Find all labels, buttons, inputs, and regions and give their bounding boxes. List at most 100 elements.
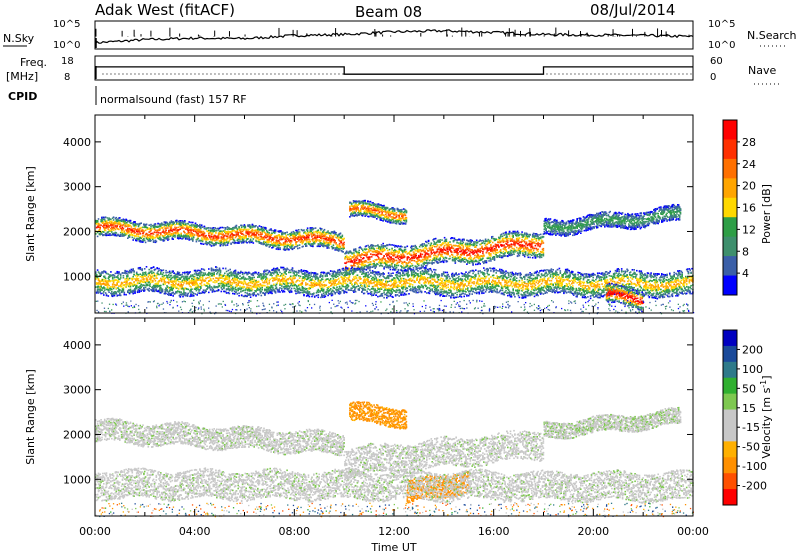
- heatmap-cell: [104, 287, 106, 289]
- heatmap-cell: [420, 249, 422, 251]
- heatmap-cell: [183, 227, 185, 229]
- heatmap-cell: [512, 238, 514, 240]
- heatmap-cell: [374, 261, 376, 263]
- heatmap-cell: [491, 238, 493, 240]
- heatmap-cell: [215, 232, 217, 234]
- heatmap-cell: [282, 233, 284, 235]
- heatmap-cell: [496, 249, 498, 251]
- heatmap-cell: [115, 229, 117, 231]
- heatmap-cell: [397, 251, 399, 253]
- heatmap-cell: [525, 237, 527, 239]
- heatmap-cell: [446, 239, 448, 241]
- heatmap-cell: [423, 263, 425, 265]
- heatmap-cell: [210, 239, 212, 241]
- heatmap-cell: [209, 235, 211, 237]
- heatmap-cell: [202, 239, 204, 241]
- heatmap-cell: [453, 256, 455, 258]
- heatmap-cell: [398, 257, 400, 259]
- heatmap-cell: [531, 244, 533, 246]
- heatmap-cell: [455, 256, 457, 258]
- heatmap-cell: [386, 248, 388, 250]
- heatmap-cell: [488, 247, 490, 249]
- heatmap-cell: [185, 224, 187, 226]
- heatmap-cell: [366, 248, 368, 250]
- heatmap-cell: [193, 230, 195, 232]
- heatmap-cell: [103, 221, 105, 223]
- heatmap-cell: [508, 251, 510, 253]
- heatmap-cell: [291, 232, 293, 234]
- heatmap-cell: [537, 236, 539, 238]
- heatmap-cell: [238, 241, 240, 243]
- heatmap-cell: [386, 264, 388, 266]
- heatmap-cell: [229, 239, 231, 241]
- heatmap-cell: [100, 286, 102, 288]
- heatmap-cell: [523, 248, 525, 250]
- heatmap-cell: [242, 236, 244, 238]
- heatmap-cell: [516, 247, 518, 249]
- heatmap-cell: [426, 245, 428, 247]
- heatmap-cell: [355, 204, 357, 206]
- nsearch-tick-high: 10^5: [708, 19, 735, 30]
- heatmap-cell: [295, 244, 297, 246]
- heatmap-cell: [369, 256, 371, 258]
- heatmap-cell: [118, 229, 120, 231]
- heatmap-cell: [119, 222, 121, 224]
- heatmap-cell: [188, 238, 190, 240]
- heatmap-cell: [377, 256, 379, 258]
- heatmap-cell: [357, 263, 359, 265]
- heatmap-cell: [265, 227, 267, 229]
- heatmap-cell: [475, 246, 477, 248]
- heatmap-cell: [269, 232, 271, 234]
- heatmap-cell: [391, 221, 393, 223]
- heatmap-cell: [494, 258, 496, 260]
- heatmap-cell: [104, 289, 106, 291]
- heatmap-cell: [119, 217, 121, 219]
- heatmap-cell: [346, 251, 348, 253]
- heatmap-cell: [300, 235, 302, 237]
- heatmap-cell: [398, 252, 400, 254]
- heatmap-cell: [268, 244, 270, 246]
- heatmap-cell: [97, 236, 99, 238]
- heatmap-cell: [171, 233, 173, 235]
- heatmap-cell: [510, 238, 512, 240]
- heatmap-cell: [527, 247, 529, 249]
- heatmap-cell: [129, 231, 131, 233]
- heatmap-cell: [284, 237, 286, 239]
- heatmap-cell: [130, 220, 132, 222]
- heatmap-cell: [500, 236, 502, 238]
- heatmap-cell: [394, 210, 396, 212]
- heatmap-cell: [172, 231, 174, 233]
- heatmap-cell: [495, 249, 497, 251]
- heatmap-cell: [306, 245, 308, 247]
- heatmap-cell: [506, 235, 508, 237]
- heatmap-cell: [543, 252, 545, 254]
- heatmap-cell: [211, 245, 213, 247]
- heatmap-cell: [360, 254, 362, 256]
- heatmap-cell: [263, 230, 265, 232]
- heatmap-cell: [164, 240, 166, 242]
- heatmap-cell: [155, 224, 157, 226]
- heatmap-cell: [374, 245, 376, 247]
- heatmap-cell: [443, 258, 445, 260]
- heatmap-cell: [449, 255, 451, 257]
- heatmap-cell: [485, 239, 487, 241]
- heatmap-cell: [487, 258, 489, 260]
- heatmap-cell: [457, 254, 459, 256]
- heatmap-cell: [302, 243, 304, 245]
- heatmap-cell: [98, 227, 100, 229]
- heatmap-cell: [460, 240, 462, 242]
- heatmap-cell: [382, 265, 384, 267]
- heatmap-cell: [343, 242, 345, 244]
- heatmap-cell: [108, 226, 110, 228]
- heatmap-cell: [174, 227, 176, 229]
- heatmap-cell: [511, 244, 513, 246]
- heatmap-cell: [375, 266, 377, 268]
- heatmap-cell: [385, 220, 387, 222]
- heatmap-cell: [366, 213, 368, 215]
- heatmap-cell: [285, 233, 287, 235]
- heatmap-cell: [255, 225, 257, 227]
- heatmap-cell: [363, 214, 365, 216]
- heatmap-cell: [525, 253, 527, 255]
- heatmap-cell: [354, 255, 356, 257]
- heatmap-cell: [463, 246, 465, 248]
